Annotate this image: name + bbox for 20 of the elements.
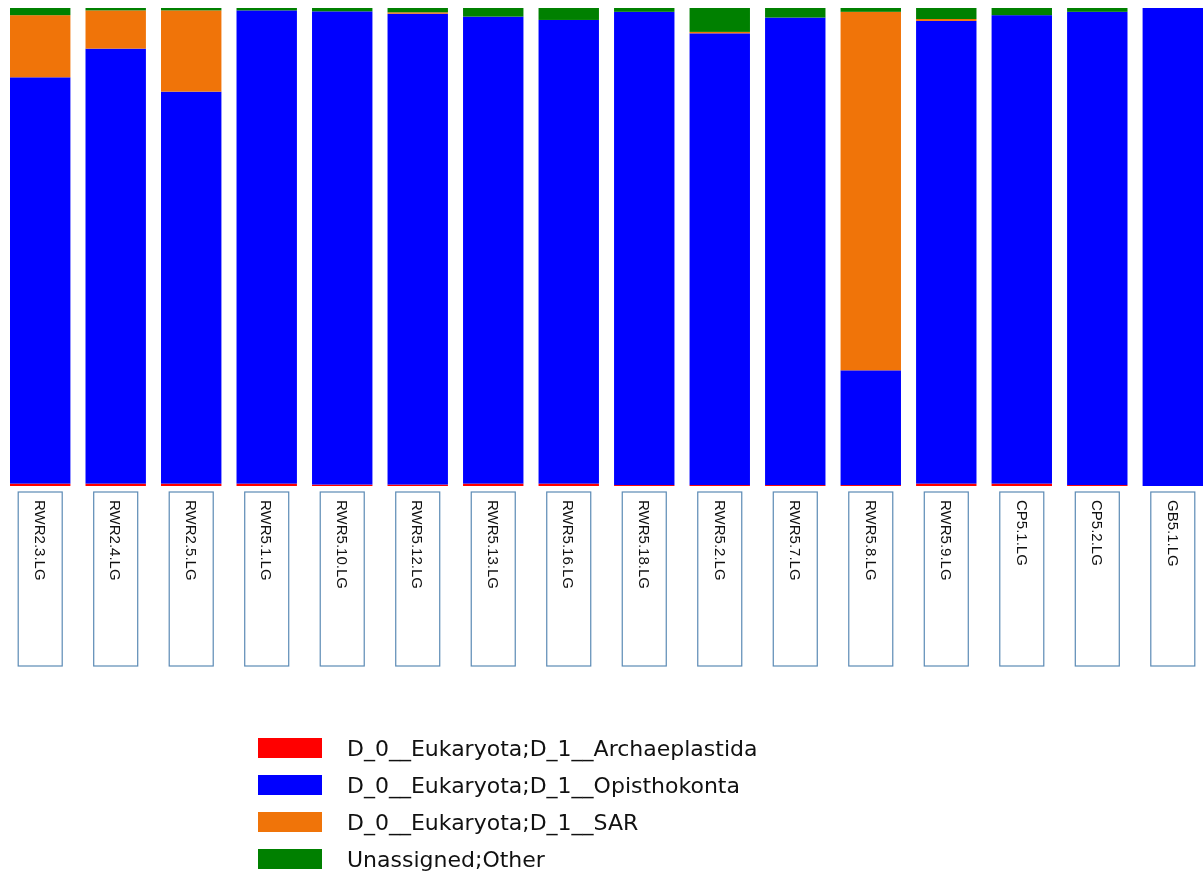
- legend-label: D_0__Eukaryota;D_1__Archaeplastida: [347, 735, 758, 762]
- x-tick-label: RWR5.10.LG: [333, 500, 351, 589]
- x-tick-label: RWR5.1.LG: [258, 500, 276, 581]
- x-tick-label: CP5.2.LG: [1089, 500, 1107, 566]
- x-tick-label: RWR5.12.LG: [409, 500, 427, 589]
- legend-label: D_0__Eukaryota;D_1__Opisthokonta: [347, 772, 740, 799]
- x-tick-label: RWR5.8.LG: [862, 500, 880, 581]
- x-tick-label: GB5.1.LG: [1164, 500, 1182, 567]
- x-tick-label: RWR5.13.LG: [484, 500, 502, 589]
- x-tick-label: RWR5.9.LG: [938, 500, 956, 581]
- legend-label: D_0__Eukaryota;D_1__SAR: [347, 809, 639, 836]
- x-tick-label: RWR2.4.LG: [107, 500, 125, 581]
- x-tick-label: RWR2.5.LG: [182, 500, 200, 581]
- x-tick-label: RWR5.2.LG: [711, 500, 729, 581]
- x-tick-label: RWR5.18.LG: [636, 500, 653, 589]
- legend-label: Unassigned;Other: [347, 846, 546, 872]
- x-tick-label: RWR5.16.LG: [560, 500, 578, 589]
- x-tick-label: RWR5.7.LG: [787, 500, 805, 581]
- x-tick-label: CP5.1.LG: [1013, 500, 1031, 566]
- x-tick-label: RWR2.3.LG: [31, 500, 49, 581]
